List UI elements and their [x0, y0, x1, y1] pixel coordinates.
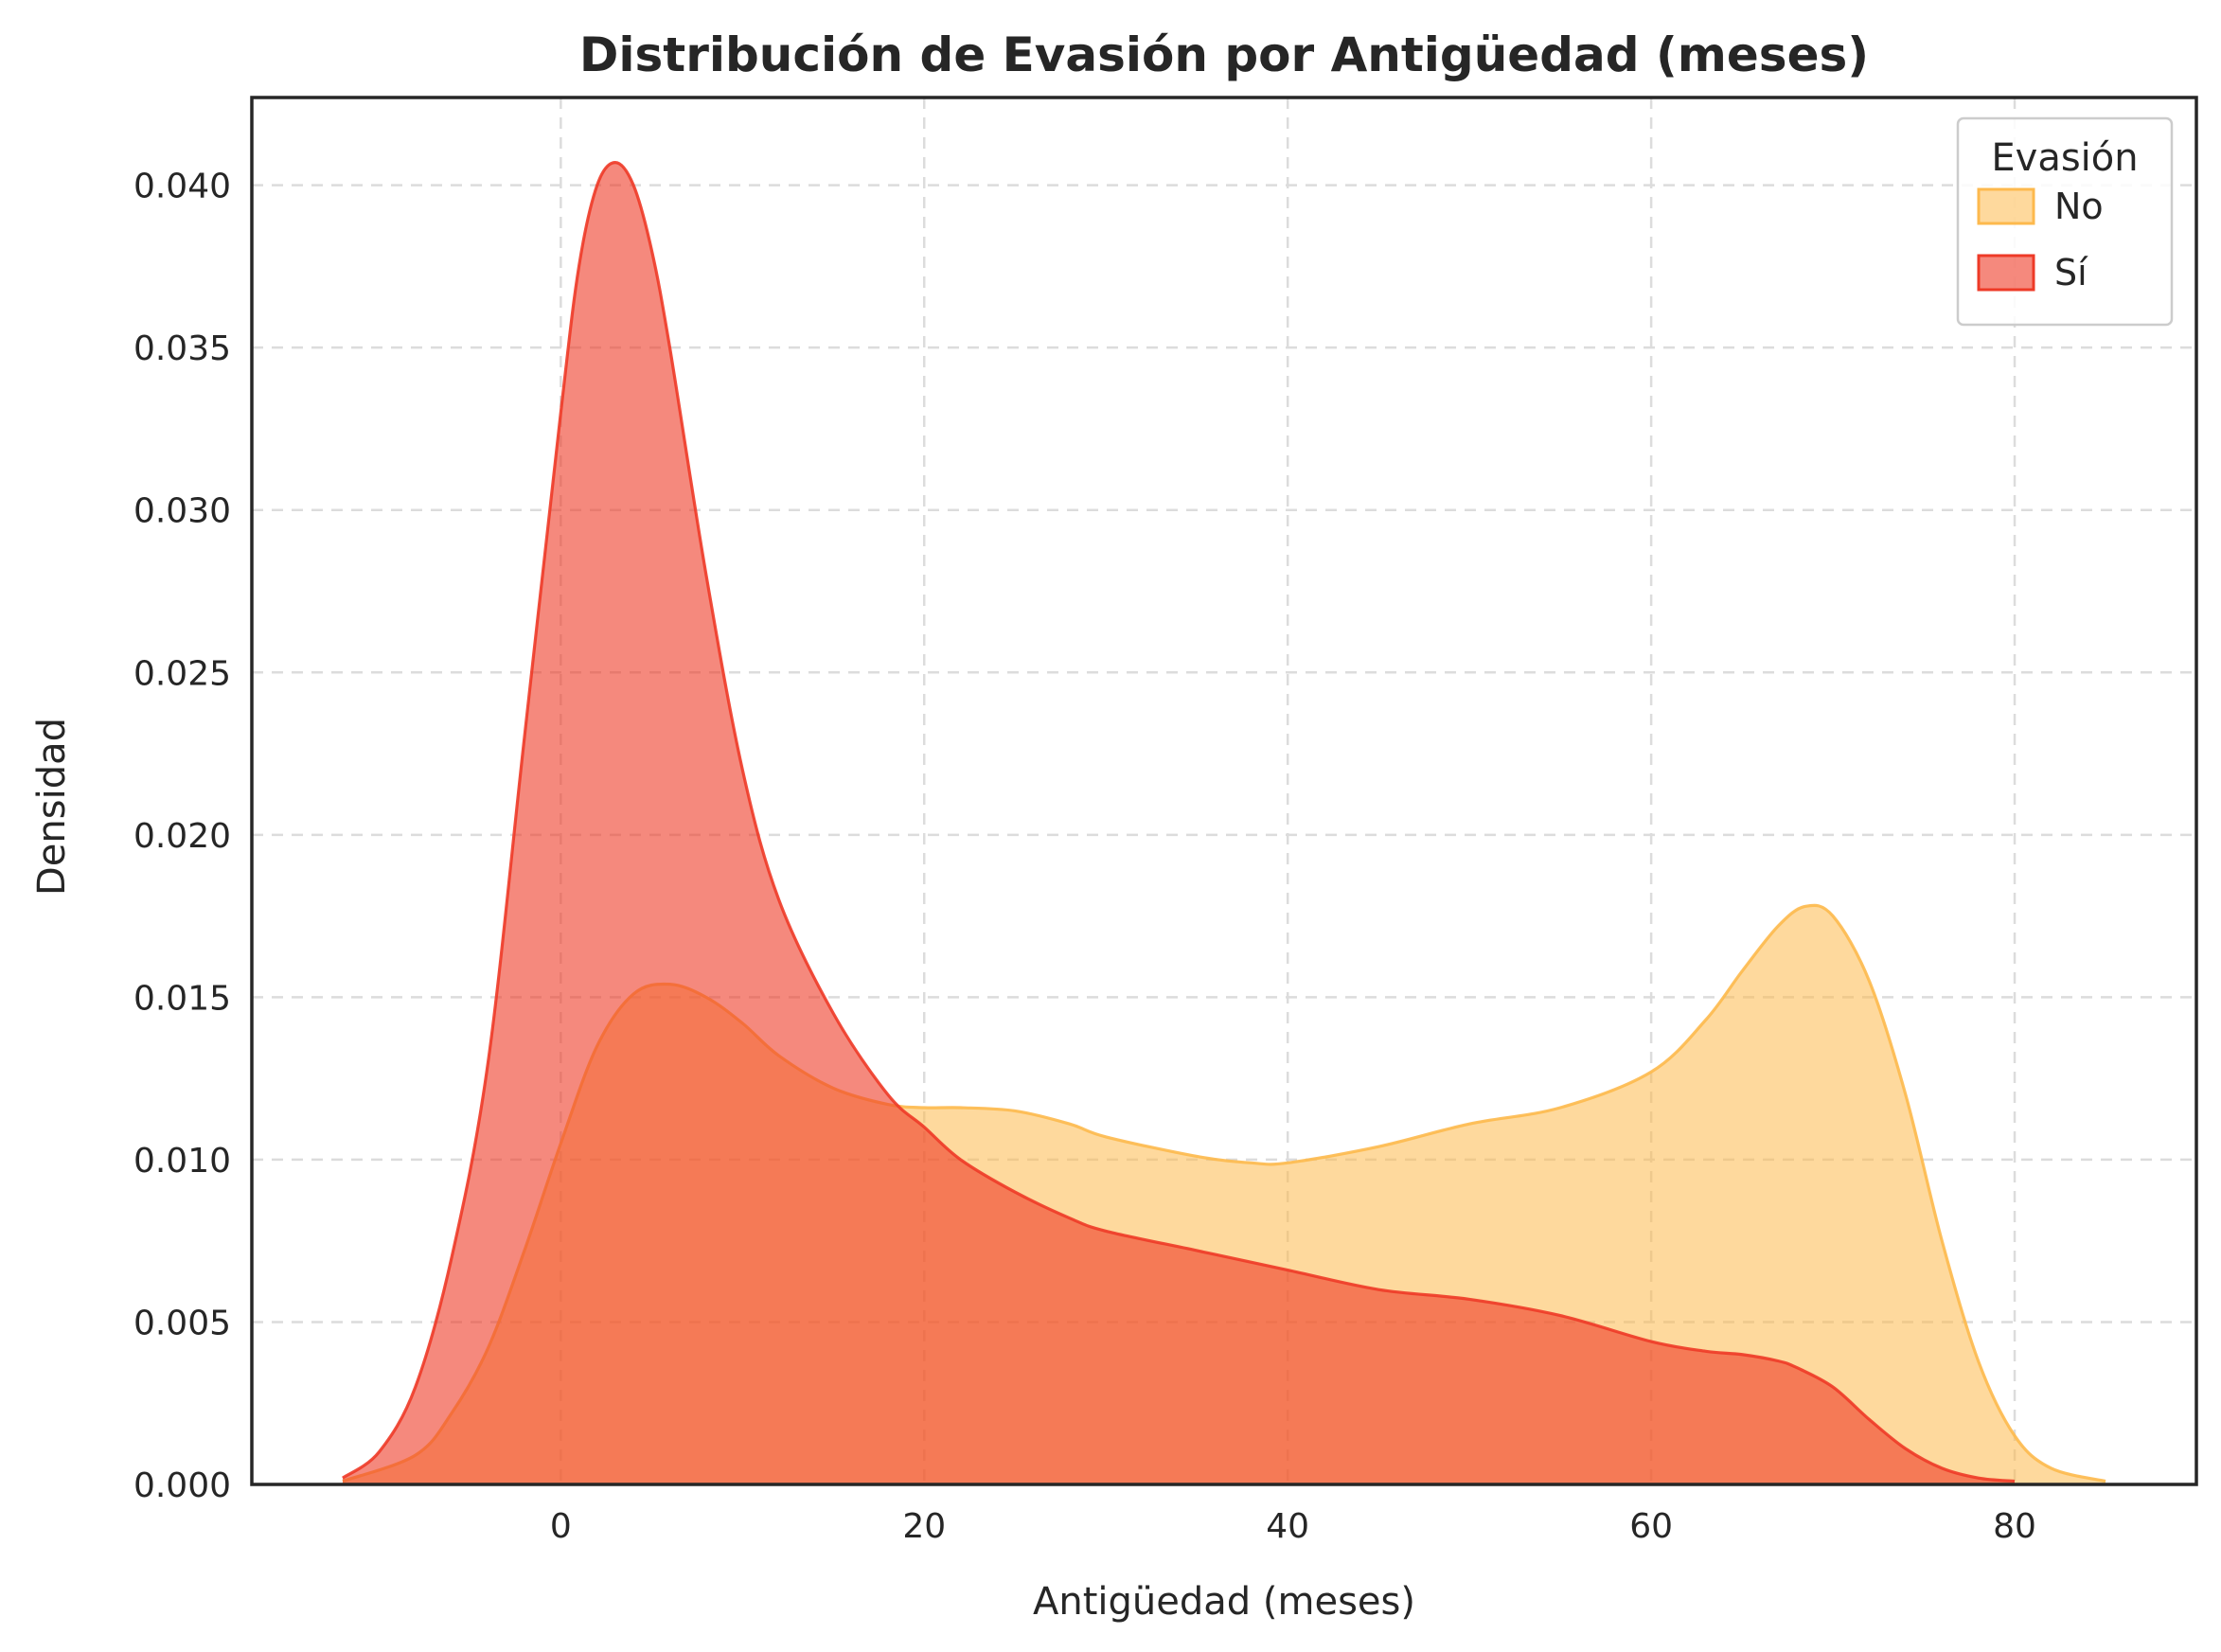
y-tick-label: 0.020	[133, 817, 231, 856]
density-area-si	[342, 162, 2016, 1484]
legend-label-si: Sí	[2054, 252, 2088, 293]
x-tick-label: 0	[550, 1507, 572, 1546]
y-tick-label: 0.015	[133, 979, 231, 1018]
density-areas	[342, 161, 2106, 1484]
y-tick-label: 0.035	[133, 329, 231, 368]
plot-frame	[250, 96, 2198, 1486]
x-tick-label: 60	[1629, 1507, 1673, 1546]
legend-label-no: No	[2054, 186, 2104, 227]
axes	[250, 96, 2198, 1486]
legend-swatch-no	[1977, 187, 2035, 225]
chart-title: Distribución de Evasión por Antigüedad (…	[579, 27, 1869, 82]
x-tick-label: 40	[1266, 1507, 1309, 1546]
x-axis-ticks: 0 20 40 60 80	[550, 1507, 2036, 1546]
x-tick-label: 80	[1993, 1507, 2036, 1546]
y-tick-label: 0.030	[133, 492, 231, 531]
y-axis-label: Densidad	[30, 718, 74, 896]
legend-swatch-si	[1977, 254, 2035, 292]
y-tick-label: 0.005	[133, 1304, 231, 1342]
y-tick-label: 0.025	[133, 654, 231, 693]
legend: Evasión No Sí	[1956, 116, 2174, 327]
x-tick-label: 20	[902, 1507, 946, 1546]
legend-title: Evasión	[1991, 136, 2138, 180]
y-axis-ticks: 0.000 0.005 0.010 0.015 0.020 0.025 0.030 0.035…	[133, 168, 231, 1505]
x-axis-label: Antigüedad (meses)	[1033, 1580, 1415, 1624]
y-tick-label: 0.010	[133, 1142, 231, 1181]
density-line-si	[342, 161, 2016, 1483]
y-tick-label: 0.040	[133, 168, 231, 206]
y-tick-label: 0.000	[133, 1466, 231, 1505]
